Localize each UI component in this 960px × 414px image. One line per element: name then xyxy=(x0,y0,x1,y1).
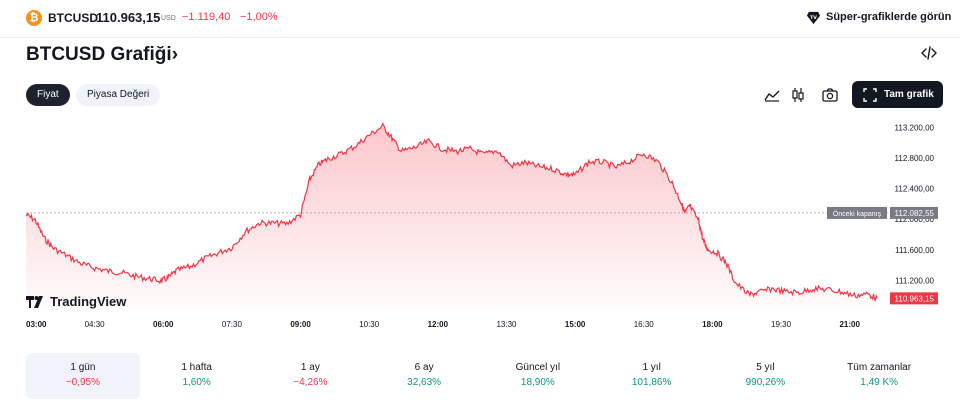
x-tick-label: 18:00 xyxy=(702,320,723,329)
period-label: 1 yıl xyxy=(642,362,661,373)
period-change-value: 101,86% xyxy=(631,377,672,388)
period-label: Güncel yıl xyxy=(515,362,561,373)
page-title-text: BTCUSD Grafiği xyxy=(26,44,172,65)
period-performance-tabs: 1 gün −0,95% 1 hafta 1,60% 1 ay −4,26% 6 ay 32,… xyxy=(26,353,936,399)
y-tick-label: 111.200,00 xyxy=(895,276,934,285)
period-tab[interactable]: 1 ay −4,26% xyxy=(254,353,368,399)
period-label: 6 ay xyxy=(414,362,434,373)
x-tick-label: 13:30 xyxy=(496,320,517,329)
bitcoin-icon: ₿ xyxy=(26,10,42,26)
market-cap-toggle[interactable]: Piyasa Değeri xyxy=(76,84,161,106)
price-chart[interactable]: 03:00 04:30 06:00 07:30 09:00 10:30 12:00 13:30… xyxy=(0,110,960,335)
previous-close-label: Önceki kapanış xyxy=(833,210,882,218)
super-charts-icon[interactable]: TV xyxy=(806,10,821,25)
period-label: 1 hafta xyxy=(181,362,212,373)
x-tick-label: 19:30 xyxy=(771,320,792,329)
x-tick-label: 16:30 xyxy=(634,320,655,329)
period-tab[interactable]: 1 yıl 101,86% xyxy=(595,353,709,399)
previous-close-value: 112.082,55 xyxy=(895,209,935,218)
previous-close-label-bg xyxy=(827,206,887,219)
price-change-percent: −1,00% xyxy=(240,11,278,23)
period-change-value: 990,26% xyxy=(745,377,786,388)
x-tick-label: 06:00 xyxy=(153,320,174,329)
tradingview-watermark: TradingView xyxy=(26,294,126,309)
price-series-line xyxy=(25,122,878,302)
embed-code-icon[interactable] xyxy=(921,46,937,60)
period-change-value: 1,49 K% xyxy=(860,377,899,388)
y-tick-label: 112.400,00 xyxy=(895,185,935,194)
fullscreen-button[interactable]: Tam grafik xyxy=(852,81,943,108)
period-tab[interactable]: Tüm zamanlar 1,49 K% xyxy=(822,353,936,399)
price-area-fill xyxy=(26,123,878,307)
last-price-badge-label: 110.963,15 xyxy=(895,294,935,303)
period-label: 1 gün xyxy=(70,362,96,373)
svg-text:TV: TV xyxy=(810,15,817,21)
y-tick-label: 112.000,00 xyxy=(895,215,935,224)
page-title[interactable]: BTCUSD Grafiği› xyxy=(26,44,178,66)
symbol-name[interactable]: BTCUSD xyxy=(48,11,98,25)
x-tick-label: 04:30 xyxy=(85,320,106,329)
y-tick-label: 112.800,00 xyxy=(895,154,935,163)
x-tick-label: 21:00 xyxy=(839,320,860,329)
fullscreen-icon xyxy=(863,88,877,102)
period-label: Tüm zamanlar xyxy=(847,362,912,373)
fullscreen-label: Tam grafik xyxy=(884,89,934,100)
period-tab[interactable]: Güncel yıl 18,90% xyxy=(481,353,595,399)
area-chart-icon[interactable] xyxy=(762,85,782,105)
period-tab[interactable]: 1 gün −0,95% xyxy=(26,353,140,399)
x-tick-label: 07:30 xyxy=(222,320,243,329)
chevron-right-icon: › xyxy=(171,44,179,65)
period-label: 5 yıl xyxy=(756,362,775,373)
tradingview-logo-icon xyxy=(26,296,43,308)
period-change-value: 18,90% xyxy=(520,377,555,388)
period-label: 1 ay xyxy=(300,362,320,373)
previous-close-value-bg xyxy=(890,206,938,219)
y-tick-label: 111.600,00 xyxy=(895,246,934,255)
period-tab[interactable]: 1 hafta 1,60% xyxy=(140,353,254,399)
x-tick-label: 10:30 xyxy=(359,320,380,329)
camera-icon[interactable] xyxy=(820,85,840,105)
y-tick-label: 113.200,00 xyxy=(895,124,935,133)
price-change: −1.119,40 xyxy=(182,11,231,23)
currency-label: USD xyxy=(161,15,176,22)
last-price: 110.963,15 xyxy=(96,10,161,25)
x-tick-label: 15:00 xyxy=(565,320,586,329)
candlestick-icon[interactable] xyxy=(788,85,808,105)
period-change-value: 32,63% xyxy=(407,377,442,388)
period-change-value: −4,26% xyxy=(293,377,328,388)
period-tab[interactable]: 5 yıl 990,26% xyxy=(709,353,823,399)
x-tick-label: 03:00 xyxy=(26,320,47,329)
period-change-value: 1,60% xyxy=(182,377,211,388)
symbol-header-bar: ₿ BTCUSD 110.963,15 USD −1.119,40 −1,00%… xyxy=(0,0,960,38)
x-tick-label: 12:00 xyxy=(428,320,449,329)
period-tab[interactable]: 6 ay 32,63% xyxy=(367,353,481,399)
price-toggle[interactable]: Fiyat xyxy=(26,84,70,106)
last-price-badge xyxy=(890,292,938,305)
tradingview-wordmark: TradingView xyxy=(50,294,127,309)
super-charts-link[interactable]: Süper-grafiklerde görün xyxy=(826,11,952,23)
period-change-value: −0,95% xyxy=(65,377,100,388)
x-tick-label: 09:00 xyxy=(290,320,311,329)
